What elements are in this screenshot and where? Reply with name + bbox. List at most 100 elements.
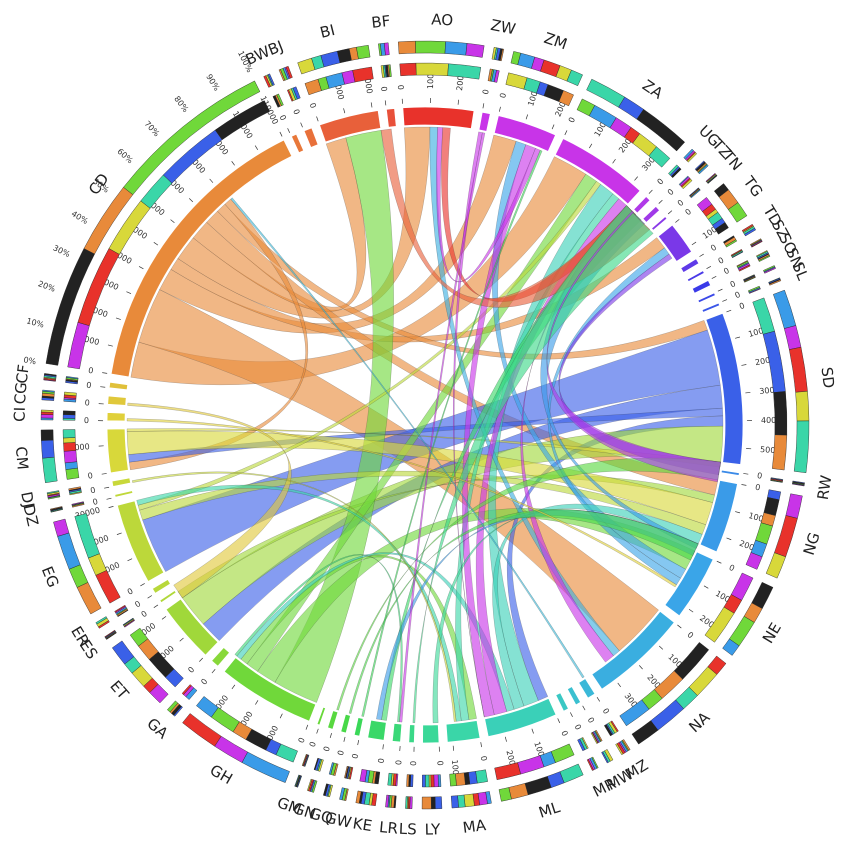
tick-label-MW: 0 bbox=[586, 716, 596, 725]
tick-mark-SO bbox=[711, 276, 717, 279]
tick-mark-MZ bbox=[596, 696, 601, 702]
percent-bar-KE bbox=[355, 790, 362, 804]
ribbon-GW-ZM bbox=[361, 149, 543, 717]
percent-bar-GW bbox=[344, 765, 349, 779]
tick-mark-NG bbox=[735, 511, 741, 514]
percent-bar-CF bbox=[65, 376, 79, 380]
percent-bar-EG bbox=[95, 570, 121, 604]
percent-bar-CM bbox=[63, 450, 78, 464]
percent-bar-SD bbox=[784, 325, 802, 350]
sector-arc-TD bbox=[680, 258, 700, 274]
tick-mark-ZA bbox=[589, 143, 593, 149]
tick-label-ZW: 0 bbox=[481, 89, 491, 96]
percent-bar-CD bbox=[67, 322, 90, 370]
percent-bar-MA bbox=[455, 772, 466, 786]
sector-arc-MA bbox=[445, 720, 481, 743]
percent-bar-ZA bbox=[586, 78, 626, 108]
percent-bar-CI bbox=[62, 414, 76, 419]
sector-arc-NE bbox=[664, 551, 714, 617]
tick-label-MR: 0 bbox=[573, 723, 583, 732]
sector-arc-BJ bbox=[303, 127, 319, 149]
percent-bar-CD bbox=[214, 100, 270, 141]
tick-label-CM: 10000 bbox=[64, 442, 90, 453]
ribbon-layer bbox=[126, 126, 724, 724]
sector-arc-AO bbox=[402, 106, 475, 130]
tick-mark-RW bbox=[743, 473, 749, 475]
tick-mark-BI bbox=[316, 116, 319, 122]
sector-label-GH: GH bbox=[207, 761, 236, 788]
tick-mark-EG bbox=[116, 532, 122, 535]
percent-bar-DZ bbox=[71, 501, 84, 506]
sector-label-NA: NA bbox=[685, 708, 714, 736]
percent-tick-label: 90% bbox=[204, 73, 221, 93]
percent-bar-TN bbox=[689, 188, 700, 198]
sector-arc-TN bbox=[650, 215, 668, 231]
percent-bar-ML bbox=[498, 787, 512, 802]
percent-bar-EG bbox=[74, 513, 100, 559]
tick-label-ZM: 0 bbox=[498, 92, 508, 99]
percent-bar-NG bbox=[745, 552, 763, 570]
percent-bar-ER bbox=[95, 616, 108, 625]
percent-bar-NG bbox=[763, 497, 780, 516]
percent-bar-MA bbox=[449, 773, 457, 787]
tick-mark-NA bbox=[639, 665, 643, 670]
percent-bar-GM bbox=[294, 774, 300, 787]
tick-mark-ML bbox=[531, 728, 534, 734]
sector-arc-SL bbox=[701, 302, 721, 313]
tick-mark-ET bbox=[199, 657, 204, 662]
sector-label-CM: CM bbox=[12, 446, 32, 471]
tick-mark-CD bbox=[126, 291, 132, 295]
tick-mark-MR bbox=[569, 712, 573, 717]
sector-arc-BF bbox=[385, 108, 397, 128]
tick-label-SD: 30000 bbox=[759, 385, 785, 396]
ribbon-CD-CM bbox=[129, 198, 309, 471]
percent-bar-SN bbox=[744, 276, 756, 283]
ribbon-LS-ZA bbox=[412, 205, 654, 724]
tick-mark-AO bbox=[457, 99, 459, 105]
percent-bar-CG bbox=[64, 391, 77, 397]
percent-bar-EG bbox=[57, 532, 81, 570]
sector-label-NG: NG bbox=[800, 530, 824, 557]
tick-mark-GH bbox=[255, 700, 259, 705]
sector-arc-SO bbox=[691, 279, 712, 294]
tick-label-CD: 0 bbox=[88, 366, 94, 376]
percent-bar-EG bbox=[53, 518, 70, 537]
sector-arc-CG bbox=[107, 395, 127, 406]
tick-label-LR: 0 bbox=[394, 760, 403, 766]
percent-bar-CF bbox=[44, 373, 57, 377]
tick-mark-CD bbox=[209, 178, 214, 183]
tick-label-GN: 0 bbox=[322, 745, 332, 752]
tick-label-SZ: 0 bbox=[717, 256, 726, 266]
tick-label-NA: 0 bbox=[686, 630, 696, 640]
percent-bar-ML bbox=[524, 776, 552, 796]
percent-bar-LY bbox=[430, 774, 435, 788]
sector-arc-UG bbox=[633, 195, 651, 214]
percent-bar-DJ bbox=[46, 490, 60, 495]
ribbon-MZ-CD bbox=[230, 197, 585, 679]
percent-bar-ES bbox=[122, 617, 134, 626]
percent-bar-MW bbox=[590, 732, 598, 744]
percent-bar-ES bbox=[123, 618, 135, 627]
sector-arc-CF bbox=[108, 381, 129, 391]
percent-bar-ZM bbox=[505, 72, 528, 90]
tick-mark-UG bbox=[648, 189, 653, 194]
tick-mark-NA bbox=[677, 624, 682, 629]
ribbon-CI-NE bbox=[126, 418, 677, 588]
tick-mark-NE bbox=[716, 560, 722, 564]
tick-mark-DZ bbox=[106, 497, 112, 500]
sector-arc-LS bbox=[408, 724, 416, 744]
percent-bar-BI bbox=[320, 50, 341, 68]
sector-arc-ZM bbox=[493, 115, 557, 152]
percent-tick-label: 40% bbox=[70, 209, 90, 226]
percent-bar-TG bbox=[727, 202, 748, 223]
sector-label-RW: RW bbox=[814, 474, 836, 501]
tick-label-NE: 0 bbox=[728, 563, 736, 573]
tick-label-BW: 0 bbox=[278, 114, 288, 122]
tick-mark-CD bbox=[138, 266, 144, 270]
sector-arc-CD bbox=[110, 139, 293, 378]
percent-bar-AO bbox=[398, 40, 416, 55]
percent-bar-CM bbox=[42, 456, 58, 484]
tick-mark-SD bbox=[726, 309, 732, 313]
percent-bar-ER bbox=[114, 604, 126, 613]
